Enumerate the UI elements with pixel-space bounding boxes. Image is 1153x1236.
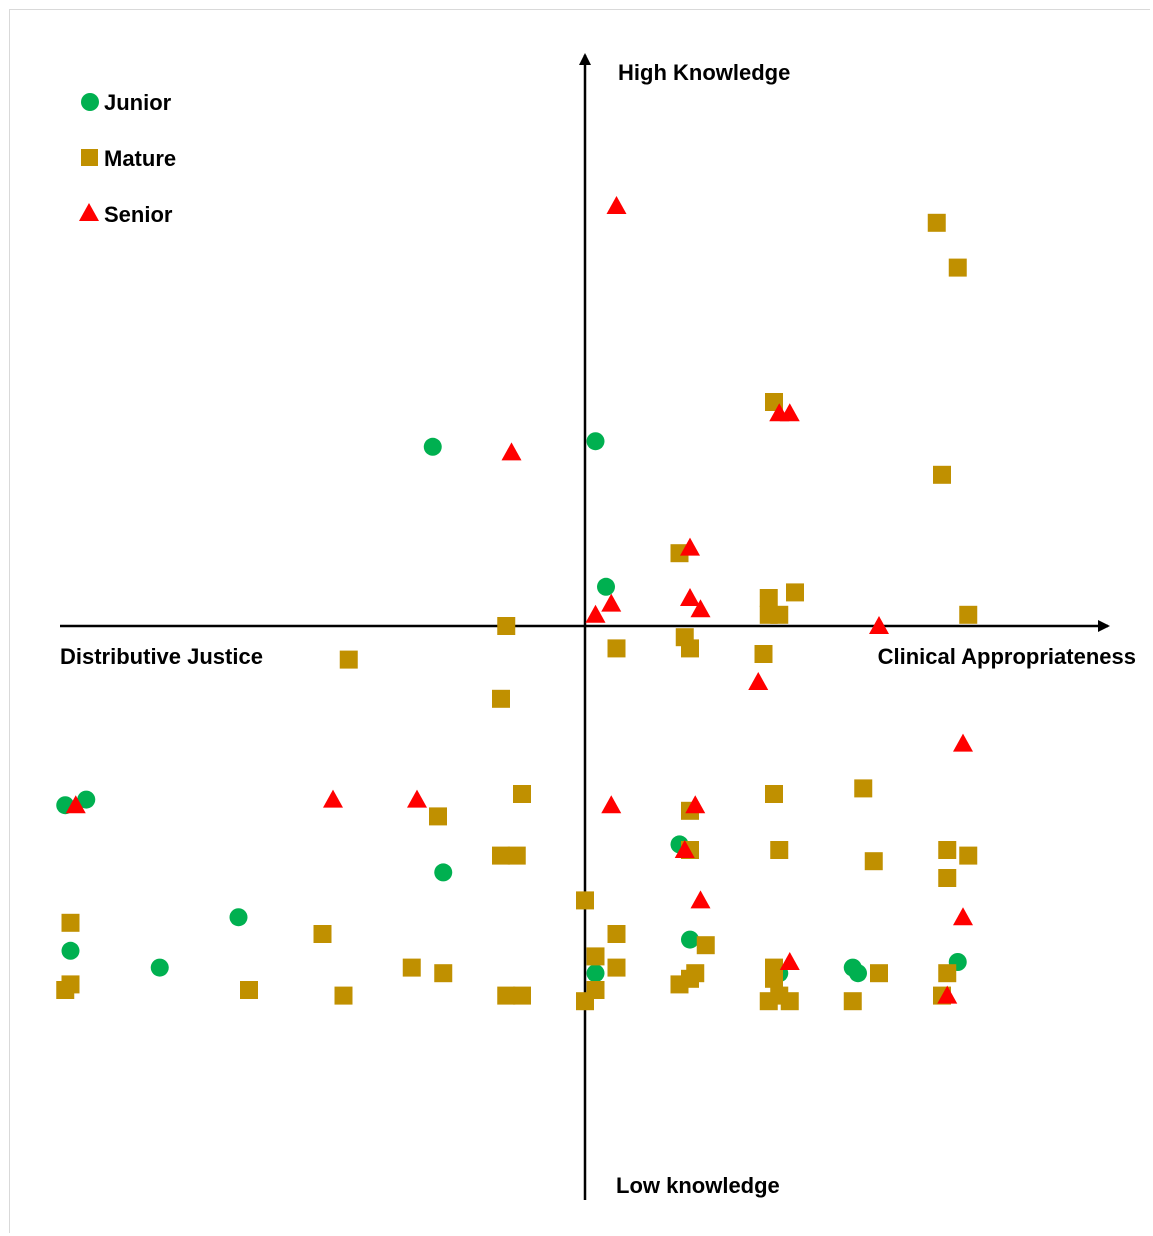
senior-point [779,952,800,970]
mature-point [786,583,804,602]
junior-point [229,908,248,927]
junior-point [597,577,615,596]
mature-point [870,964,888,983]
mature-point [240,981,258,999]
chart-frame [9,9,1150,1233]
junior-point [423,437,442,456]
mature-point [854,779,873,798]
mature-point [339,650,358,669]
senior-point [690,599,711,618]
legend-item-senior: Senior [79,202,173,227]
legend-item-mature: Mature [81,146,176,171]
mature-point [576,891,594,910]
legend-senior-label: Senior [104,202,173,227]
mature-point [497,617,516,635]
mature-point [754,645,773,663]
junior-point [434,863,453,882]
legend-junior-label: Junior [104,90,172,115]
junior-point [681,930,699,949]
mature-point [696,936,715,955]
mature-point [402,958,421,977]
senior-point [690,890,711,909]
junior-point [586,964,605,983]
senior-point [685,795,706,814]
legend-mature-marker [81,149,98,166]
senior-point [501,442,522,461]
senior-point [953,907,973,926]
mature-point [586,947,605,966]
legend-item-junior: Junior [81,90,172,115]
mature-point [933,465,951,484]
junior-point [77,790,96,809]
senior-point [585,604,606,623]
mature-point [497,986,516,1005]
senior-point [869,616,889,634]
mature-point [938,869,957,887]
senior-point [937,985,958,1004]
mature-point [492,846,510,865]
mature-point [927,213,946,232]
mature-point [576,992,594,1011]
senior-point [779,403,800,422]
mature-point [607,958,626,977]
mature-point [313,925,332,943]
senior-point [601,593,622,612]
x-axis-right-label: Clinical Appropriateness [878,644,1136,669]
junior-point [586,432,605,451]
mature-point [938,964,957,983]
mature-point [434,964,453,983]
series-layer [56,196,978,1011]
mature-point [948,258,967,277]
mature-point [429,807,447,826]
mature-point [770,605,789,624]
mature-point [959,605,978,624]
mature-point [959,846,978,865]
mature-point [513,785,531,803]
mature-point [780,992,799,1011]
senior-point [601,795,622,814]
senior-point [65,795,86,814]
mature-point [938,841,957,859]
junior-point [849,964,867,983]
senior-point [953,733,973,752]
mature-point [670,975,689,994]
mature-point [843,992,862,1011]
y-axis-bottom-label: Low knowledge [616,1173,780,1198]
mature-point [765,785,783,803]
junior-point [61,941,80,960]
legend-junior-marker [81,93,99,111]
mature-point [864,852,883,871]
senior-point [606,196,627,214]
mature-point [765,969,783,988]
senior-point [323,789,343,808]
junior-point [150,958,169,977]
mature-point [492,689,510,708]
mature-point [681,639,699,658]
senior-point [674,840,695,858]
senior-point [407,789,427,808]
legend: Junior Mature Senior [79,90,176,227]
mature-point [770,841,789,859]
mature-point [607,925,626,943]
senior-point [748,672,769,690]
y-axis-top-label: High Knowledge [618,60,790,85]
mature-point [61,913,80,932]
senior-point [680,588,700,606]
mature-point [607,639,626,658]
x-axis-left-label: Distributive Justice [60,644,263,669]
senior-point [680,537,700,556]
mature-point [507,846,526,865]
legend-mature-label: Mature [104,146,176,171]
mature-point [759,589,778,607]
mature-point [334,986,353,1005]
mature-point [513,986,531,1005]
mature-point [56,981,75,999]
legend-senior-marker [79,203,99,221]
